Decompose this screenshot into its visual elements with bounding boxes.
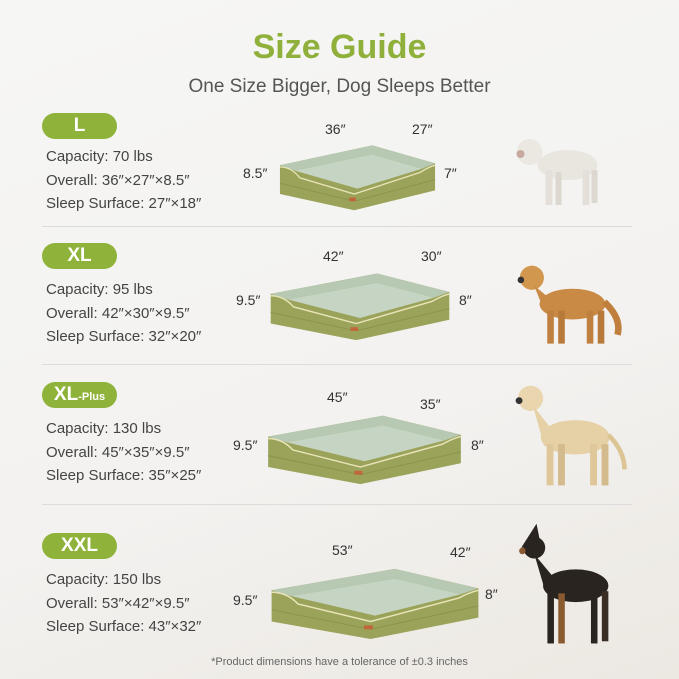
sleep-surface: Sleep Surface: 35″×25″	[46, 467, 202, 484]
dim-width: 35″	[420, 396, 441, 412]
dim-height: 9.5″	[236, 292, 261, 308]
dim-length: 53″	[332, 542, 353, 558]
capacity: Capacity: 70 lbs	[46, 148, 153, 165]
sleep-surface: Sleep Surface: 32″×20″	[46, 328, 202, 345]
dim-height-side: 7″	[444, 165, 457, 181]
overall-dimensions: Overall: 42″×30″×9.5″	[46, 304, 190, 322]
page-subtitle: One Size Bigger, Dog Sleeps Better	[188, 76, 491, 97]
size-specs-xxl: Capacity: 150 lbs Overall: 53″×42″×9.5″ …	[46, 568, 201, 639]
size-badge-xl: XL	[42, 243, 117, 269]
dog-labrador-image	[515, 385, 627, 486]
dog-bulldog-image	[516, 139, 598, 205]
dim-height-side: 8″	[471, 437, 484, 453]
overall-dimensions: Overall: 45″×35″×9.5″	[46, 443, 190, 461]
dim-height-side: 8″	[485, 586, 498, 602]
page-title: Size Guide	[252, 28, 427, 66]
dim-length: 45″	[327, 389, 348, 405]
dim-height-side: 8″	[459, 292, 472, 308]
dim-height: 9.5″	[233, 437, 258, 453]
dim-width: 42″	[450, 544, 471, 560]
size-specs-xl-plus: Capacity: 130 lbs Overall: 45″×35″×9.5″ …	[46, 417, 201, 488]
overall-dimensions: Overall: 36″×27″×8.5″	[46, 171, 190, 189]
divider	[42, 504, 632, 505]
dim-height: 8.5″	[243, 165, 268, 181]
sleep-surface: Sleep Surface: 43″×32″	[46, 618, 202, 635]
dim-length: 42″	[323, 248, 344, 264]
size-label: XL	[53, 384, 79, 405]
size-badge-l: L	[42, 113, 117, 139]
bed-image-xl	[269, 272, 451, 341]
size-badge-xl-plus: XL-Plus	[42, 382, 117, 408]
size-badge-xxl: XXL	[42, 533, 117, 559]
bed-image-xl-plus	[267, 414, 462, 485]
capacity: Capacity: 95 lbs	[46, 281, 153, 298]
capacity: Capacity: 150 lbs	[46, 571, 162, 588]
size-specs-xl: Capacity: 95 lbs Overall: 42″×30″×9.5″ S…	[46, 278, 201, 349]
bed-image-l	[279, 144, 436, 211]
dog-golden-retriever-image	[517, 265, 622, 344]
dim-length: 36″	[325, 121, 346, 137]
divider	[42, 364, 632, 365]
dim-height: 9.5″	[233, 592, 258, 608]
footnote: *Product dimensions have a tolerance of …	[211, 656, 468, 668]
sleep-surface: Sleep Surface: 27″×18″	[46, 195, 202, 212]
capacity: Capacity: 130 lbs	[46, 420, 162, 437]
dim-width: 30″	[421, 248, 442, 264]
dim-width: 27″	[412, 121, 433, 137]
dog-doberman-image	[519, 523, 609, 644]
size-label: L	[73, 115, 86, 136]
size-label-suffix: -Plus	[78, 391, 106, 403]
size-label: XXL	[61, 535, 98, 556]
overall-dimensions: Overall: 53″×42″×9.5″	[46, 594, 190, 612]
size-specs-l: Capacity: 70 lbs Overall: 36″×27″×8.5″ S…	[46, 145, 201, 216]
bed-image-xxl	[270, 568, 480, 640]
divider	[42, 226, 632, 227]
size-label: XL	[67, 245, 92, 266]
